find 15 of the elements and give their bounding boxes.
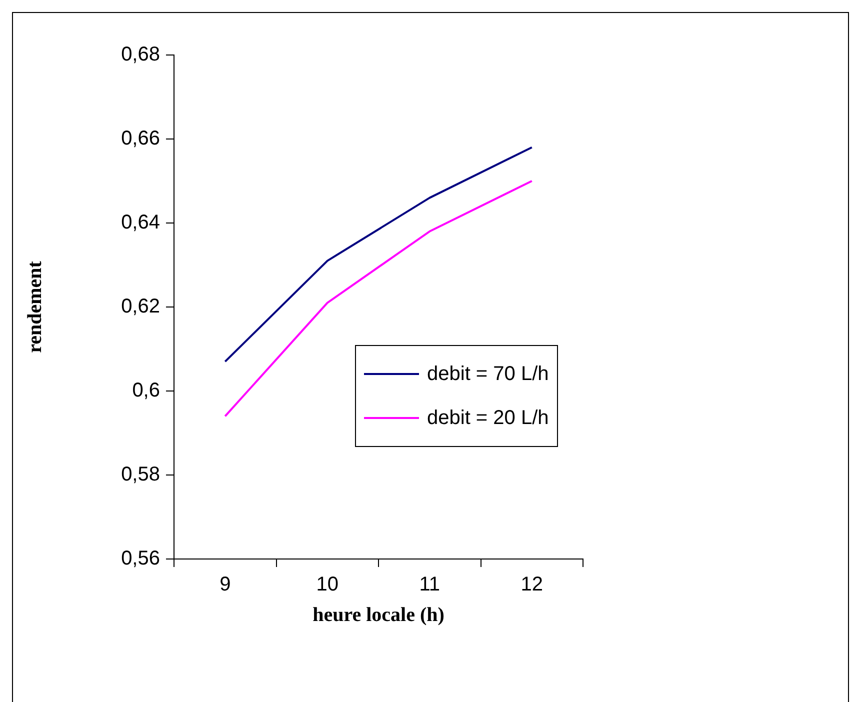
y-tick-label: 0,56 — [121, 548, 160, 570]
y-tick-label: 0,62 — [121, 296, 160, 318]
legend-label: debit = 70 L/h — [427, 362, 549, 386]
x-tick-label: 11 — [419, 574, 440, 596]
x-tick-label: 12 — [520, 574, 543, 596]
y-tick-label: 0,6 — [132, 380, 160, 402]
y-axis-title: rendement — [24, 260, 46, 353]
y-tick-label: 0,58 — [121, 464, 160, 486]
y-tick-label: 0,68 — [121, 44, 160, 66]
x-tick-label: 9 — [220, 574, 231, 596]
y-tick-label: 0,64 — [121, 212, 160, 234]
x-tick-label: 10 — [316, 574, 338, 596]
legend-label: debit = 20 L/h — [427, 406, 549, 430]
x-axis-title: heure locale (h) — [312, 604, 444, 626]
y-tick-label: 0,66 — [121, 128, 160, 150]
